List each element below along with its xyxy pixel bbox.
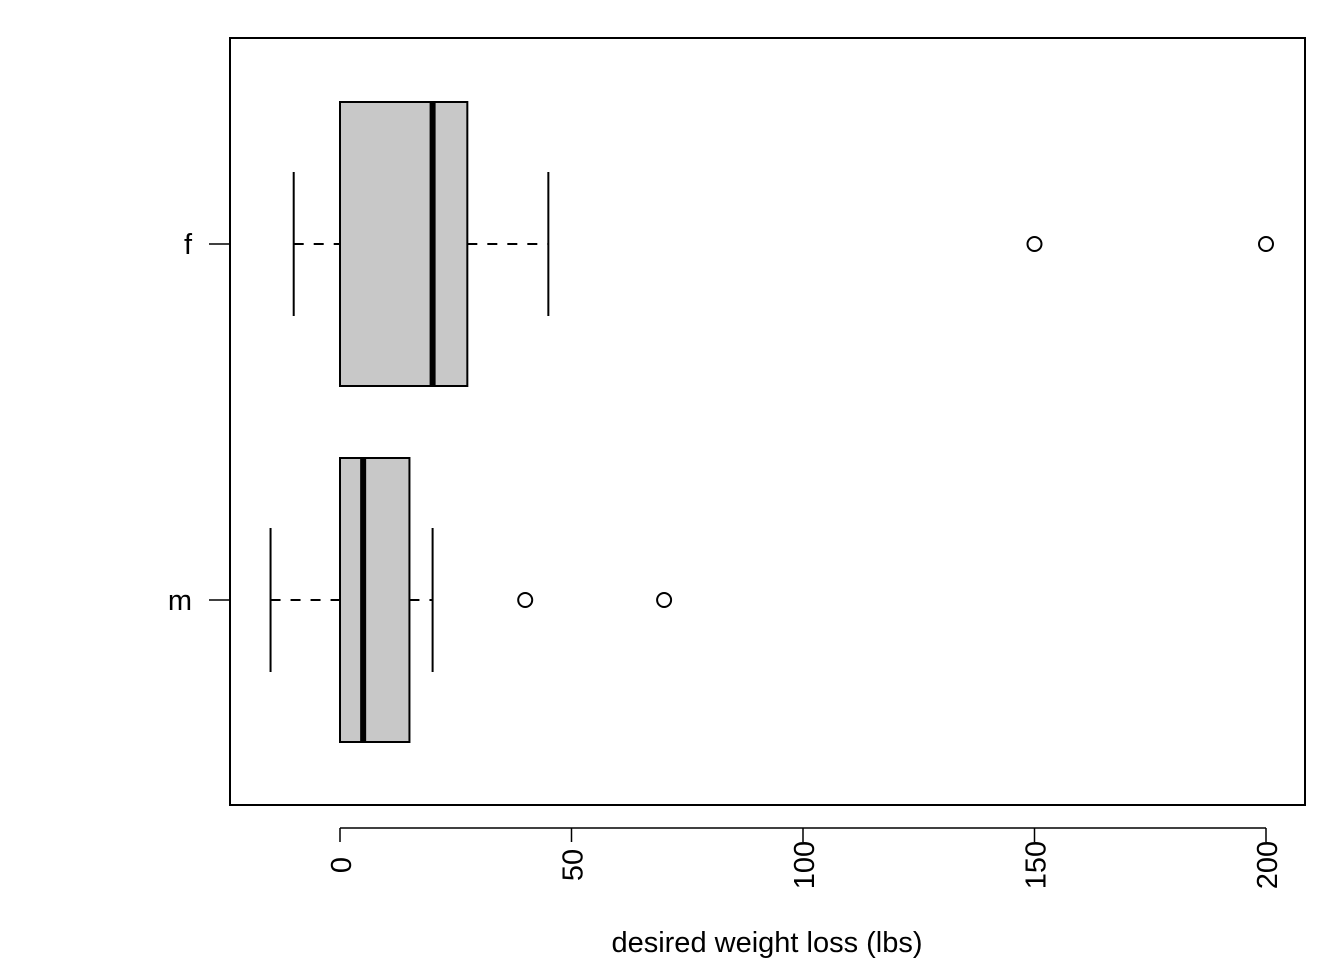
x-axis-label: desired weight loss (lbs) [611, 927, 922, 959]
y-tick-label: m [168, 585, 192, 617]
y-axis: mf [168, 229, 231, 617]
x-tick-label: 200 [1252, 841, 1284, 889]
boxes-group [269, 101, 1274, 743]
y-tick-label: f [184, 229, 193, 261]
x-tick-label: 50 [558, 849, 590, 881]
iqr-box [339, 101, 469, 387]
x-tick-label: 0 [326, 857, 358, 873]
outlier-point [517, 592, 534, 608]
box-f [292, 101, 1274, 387]
outlier-point [1258, 236, 1274, 252]
x-axis: 0 50 100 150 200 [326, 827, 1284, 889]
x-tick-label: 100 [789, 841, 821, 889]
outlier-point [1026, 236, 1043, 252]
iqr-box [339, 457, 411, 743]
box-m [269, 457, 673, 743]
outlier-point [656, 592, 673, 608]
x-tick-label: 150 [1021, 841, 1053, 889]
